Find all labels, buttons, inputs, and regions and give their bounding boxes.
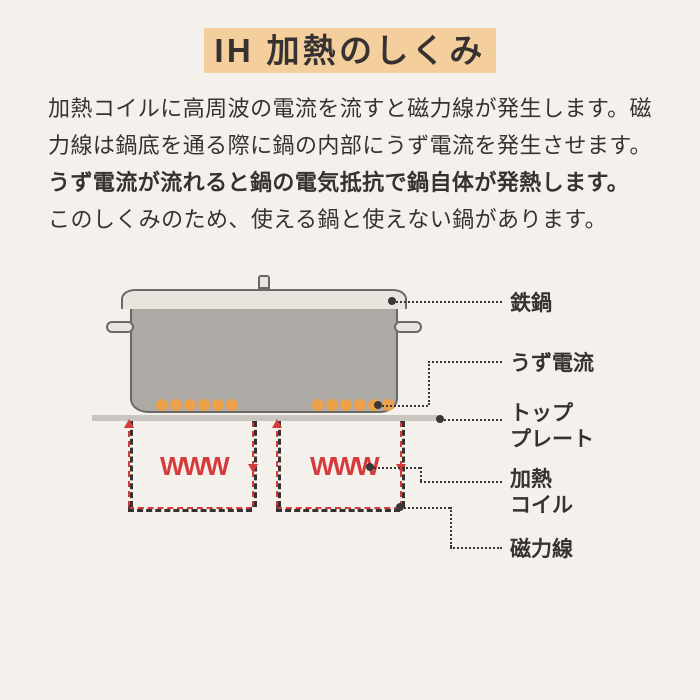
label-field: 磁力線	[510, 537, 573, 563]
leader-eddy-v	[428, 361, 430, 405]
field-loop-1-left	[276, 421, 281, 507]
leader-coil-h2	[420, 481, 502, 483]
pot-lid	[121, 289, 407, 309]
leader-field-v	[450, 507, 452, 547]
pot-handle-right	[394, 321, 422, 333]
leader-field-h1	[400, 507, 450, 509]
label-eddy: うず電流	[510, 351, 594, 377]
leader-coil-v	[420, 467, 422, 481]
leader-pot	[392, 301, 502, 303]
heating-coil-left: WWW	[160, 453, 228, 479]
label-plate: トップ プレート	[510, 401, 594, 454]
field-arrow-1-up-left	[272, 419, 282, 428]
pot-lid-knob	[258, 275, 270, 289]
label-pot: 鉄鍋	[510, 291, 552, 317]
leader-plate	[440, 419, 502, 421]
desc-part-2: このしくみのため、使える鍋と使えない鍋があります。	[48, 207, 607, 232]
leader-coil-h1	[370, 467, 420, 469]
ih-diagram: WWWWWW鉄鍋うず電流トップ プレート加熱 コイル磁力線	[50, 249, 650, 589]
field-arrow-0-down-right	[248, 464, 258, 473]
leader-eddy-h1	[378, 405, 428, 407]
leader-eddy-h2	[428, 361, 502, 363]
page-title: IH 加熱のしくみ	[204, 28, 495, 73]
page-root: IH 加熱のしくみ 加熱コイルに高周波の電流を流すと磁力線が発生します。磁力線は…	[0, 0, 700, 700]
field-loop-0-bottom	[128, 507, 252, 512]
description-paragraph: 加熱コイルに高周波の電流を流すと磁力線が発生します。磁力線は鍋底を通る際に鍋の内…	[48, 91, 652, 239]
pot-body	[130, 309, 398, 413]
leader-field-h2	[450, 547, 502, 549]
eddy-current-left	[156, 399, 238, 413]
field-arrow-0-up-left	[124, 419, 134, 428]
pot-handle-left	[106, 321, 134, 333]
title-container: IH 加熱のしくみ	[48, 28, 652, 73]
field-loop-1-bottom	[276, 507, 400, 512]
label-coil: 加熱 コイル	[510, 467, 573, 520]
desc-part-1: 加熱コイルに高周波の電流を流すと磁力線が発生します。磁力線は鍋底を通る際に鍋の内…	[48, 96, 652, 158]
desc-bold: うず電流が流れると鍋の電気抵抗で鍋自体が発熱します。	[48, 170, 629, 195]
top-plate	[92, 415, 442, 421]
field-loop-0-left	[128, 421, 133, 507]
